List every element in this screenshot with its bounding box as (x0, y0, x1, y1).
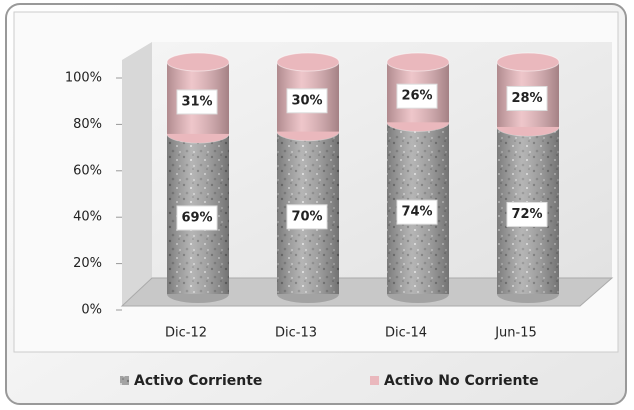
cylinder-cap (276, 52, 340, 72)
data-label: 26% (401, 89, 432, 104)
y-tick-label: 40% (73, 210, 102, 225)
legend-swatch (370, 376, 379, 385)
label-box (396, 83, 438, 109)
x-tick-label: Dic-13 (275, 326, 317, 341)
cylinder-cap (386, 52, 450, 72)
label-box (506, 85, 548, 111)
label-box (506, 201, 548, 227)
x-tick-label: Dic-14 (385, 326, 427, 341)
label-box (396, 199, 438, 225)
label-box (176, 89, 218, 115)
y-tick-label: 0% (81, 303, 102, 318)
y-tick-label: 20% (73, 256, 102, 271)
cylinder-cap (496, 52, 560, 72)
x-tick-label: Dic-12 (165, 326, 207, 341)
label-box (286, 88, 328, 114)
data-label: 74% (401, 205, 432, 220)
data-label: 31% (181, 94, 212, 109)
data-label: 30% (291, 93, 322, 108)
y-tick-label: 80% (73, 117, 102, 132)
floor (120, 277, 614, 307)
label-box (286, 204, 328, 230)
side-wall (122, 42, 152, 306)
cylinder-cap (166, 52, 230, 72)
legend-texture (120, 376, 129, 385)
label-box (176, 205, 218, 231)
data-label: 70% (291, 209, 322, 224)
data-label: 72% (511, 207, 542, 222)
data-label: 69% (181, 210, 212, 225)
y-tick-label: 60% (73, 163, 102, 178)
y-tick-label: 100% (65, 71, 102, 86)
legend-label: Activo No Corriente (384, 373, 539, 389)
data-label: 28% (511, 91, 542, 106)
x-tick-label: Jun-15 (494, 326, 537, 341)
legend-label: Activo Corriente (134, 373, 262, 389)
